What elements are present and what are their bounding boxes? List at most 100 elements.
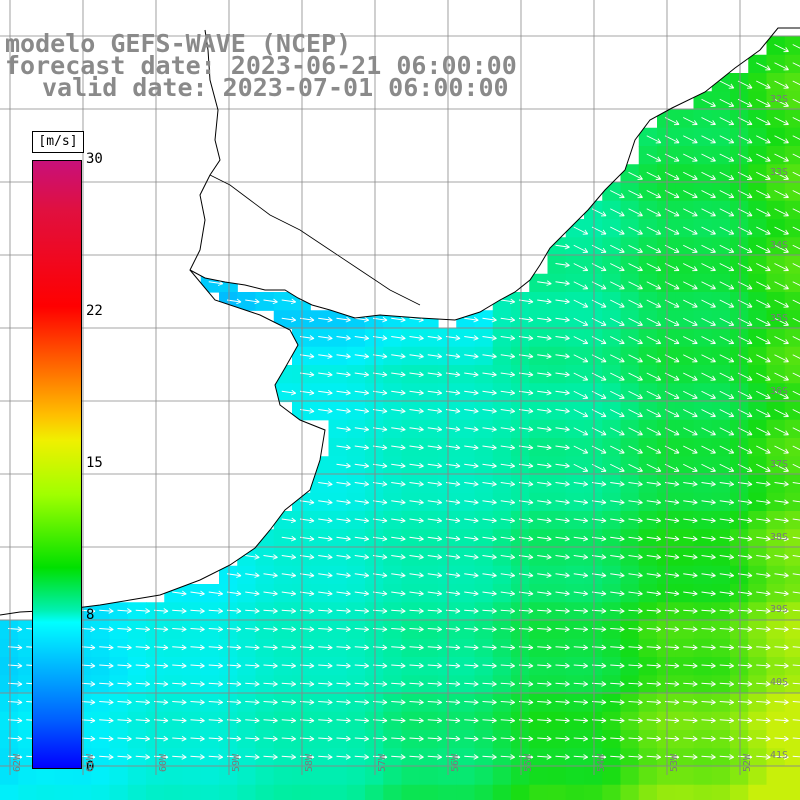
wind-cell xyxy=(419,784,439,800)
wind-arrow xyxy=(774,572,789,578)
wind-arrow xyxy=(409,335,424,341)
wind-arrow xyxy=(646,317,662,326)
wind-cell xyxy=(383,693,403,713)
wind-cell xyxy=(730,346,749,366)
wind-cell xyxy=(365,492,384,512)
wind-cell xyxy=(711,675,731,695)
wind-arrow xyxy=(190,590,205,597)
wind-cell xyxy=(401,456,421,476)
wind-cell xyxy=(693,584,713,603)
wind-cell xyxy=(383,365,403,384)
wind-cell xyxy=(748,91,768,111)
wind-cell xyxy=(401,547,421,567)
wind-arrow xyxy=(555,535,570,542)
wind-cell xyxy=(529,638,549,658)
wind-cell xyxy=(365,383,384,403)
wind-arrow xyxy=(701,517,716,524)
lon-label: 53W xyxy=(669,753,680,772)
wind-arrow xyxy=(391,590,406,597)
wind-cell xyxy=(730,292,749,311)
wind-cell xyxy=(456,438,476,457)
wind-arrow xyxy=(391,316,406,323)
wind-cell xyxy=(346,547,366,567)
wind-cell xyxy=(675,529,695,549)
wind-cell xyxy=(693,255,713,275)
wind-cell xyxy=(547,693,567,713)
wind-arrow xyxy=(482,517,497,524)
wind-cell xyxy=(693,474,713,494)
wind-arrow xyxy=(646,481,662,487)
wind-arrow xyxy=(719,445,735,454)
wind-cell xyxy=(383,547,403,567)
wind-arrow xyxy=(500,517,516,524)
wind-arrow xyxy=(628,281,643,290)
wind-cell xyxy=(200,784,220,800)
wind-arrow xyxy=(482,389,497,396)
wind-cell xyxy=(182,730,202,749)
wind-arrow xyxy=(464,353,479,359)
wind-cell xyxy=(748,237,768,257)
wind-arrow xyxy=(482,353,497,359)
wind-arrow xyxy=(464,371,479,378)
wind-cell xyxy=(401,620,421,640)
wind-cell xyxy=(492,748,512,768)
wind-cell xyxy=(693,146,713,165)
wind-cell xyxy=(91,657,111,676)
wind-arrow xyxy=(701,354,716,363)
wind-cell xyxy=(748,657,768,676)
wind-cell xyxy=(273,748,293,768)
wind-cell xyxy=(365,529,384,549)
wind-cell xyxy=(565,456,585,476)
wind-cell xyxy=(547,547,567,567)
wind-cell xyxy=(748,73,768,92)
wind-cell xyxy=(657,784,676,800)
wind-cell xyxy=(219,657,238,676)
wind-cell xyxy=(529,620,549,640)
wind-cell xyxy=(638,401,658,421)
wind-arrow xyxy=(646,390,662,399)
wind-arrow xyxy=(701,281,716,290)
wind-arrow xyxy=(683,263,698,272)
wind-cell xyxy=(711,529,731,549)
wind-cell xyxy=(675,547,695,567)
wind-cell xyxy=(292,511,311,530)
wind-cell xyxy=(456,638,476,658)
wind-cell xyxy=(784,438,800,457)
wind-cell xyxy=(784,675,800,695)
wind-cell xyxy=(766,565,786,585)
wind-cell xyxy=(584,273,603,293)
wind-cell xyxy=(365,584,384,603)
wind-arrow xyxy=(756,390,771,399)
wind-cell xyxy=(547,492,567,512)
wind-cell xyxy=(383,401,403,421)
wind-cell xyxy=(730,127,749,147)
wind-cell xyxy=(565,328,585,348)
wind-cell xyxy=(182,620,202,640)
wind-cell xyxy=(565,638,585,658)
wind-arrow xyxy=(537,499,552,505)
wind-cell xyxy=(547,602,567,622)
wind-cell xyxy=(328,784,348,800)
wind-cell xyxy=(401,511,421,530)
wind-arrow xyxy=(756,244,771,253)
wind-cell xyxy=(146,748,165,768)
wind-cell xyxy=(310,328,330,348)
wind-cell xyxy=(492,766,512,786)
wind-cell xyxy=(730,365,749,384)
wind-cell xyxy=(237,602,257,622)
wind-cell xyxy=(511,401,530,421)
wind-cell xyxy=(584,456,603,476)
wind-cell xyxy=(657,657,676,676)
valid-date: valid date: 2023-07-01 06:00:00 xyxy=(42,73,509,102)
wind-cell xyxy=(584,292,603,311)
wind-cell xyxy=(474,328,494,348)
wind-arrow xyxy=(683,517,698,524)
wind-cell xyxy=(529,310,549,330)
wind-cell xyxy=(693,456,713,476)
wind-arrow xyxy=(683,135,698,144)
wind-cell xyxy=(383,565,403,585)
wind-arrow xyxy=(756,463,771,472)
wind-cell xyxy=(127,748,147,768)
wind-cell xyxy=(784,602,800,622)
